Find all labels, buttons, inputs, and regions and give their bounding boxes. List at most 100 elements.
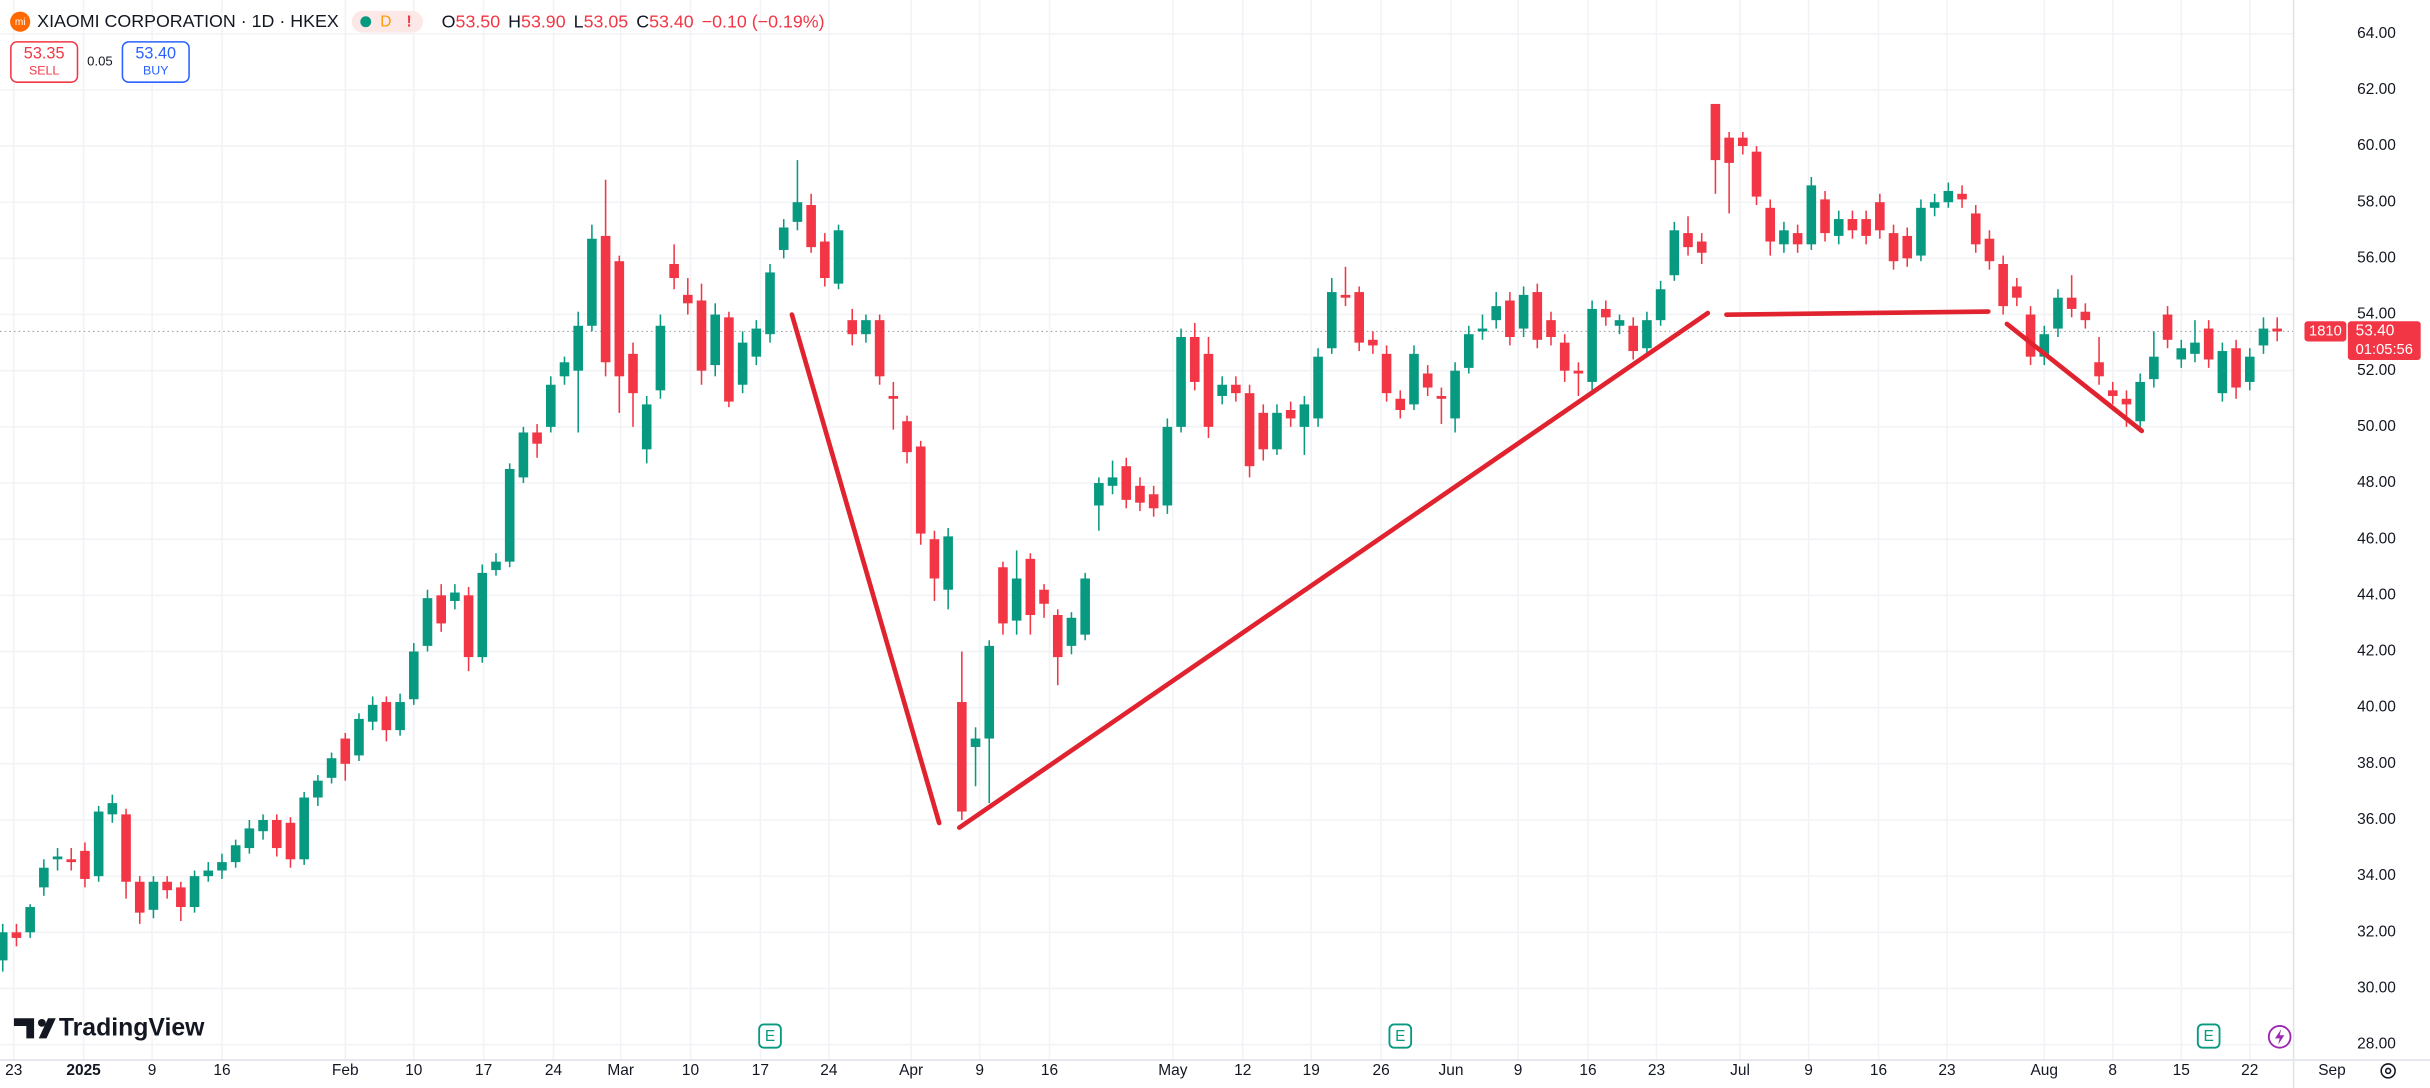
candle-body (2080, 311, 2091, 321)
candle-body (1244, 393, 1255, 467)
y-tick-label: 36.00 (2357, 811, 2396, 828)
candle-body (546, 384, 556, 427)
x-tick-label: 23 (1648, 1062, 1665, 1079)
candle-body (1861, 219, 1871, 236)
candle-body (1176, 337, 1186, 427)
candle-body (80, 850, 90, 879)
candle-body (915, 446, 926, 534)
status-pill[interactable] (351, 10, 424, 33)
x-tick-label: 22 (2241, 1062, 2258, 1079)
candle-body (1272, 412, 1282, 450)
candle-body (244, 828, 255, 849)
candle-body (1957, 193, 1967, 200)
candle-body (874, 320, 885, 377)
candle-body (1231, 384, 1241, 394)
candle-body (2176, 348, 2187, 360)
candle-body (52, 856, 63, 860)
sell-price: 53.35 (24, 45, 65, 63)
candle-body (1902, 235, 1913, 259)
x-tick-label: Jun (1438, 1062, 1463, 1079)
ohlc-label: O (442, 11, 456, 31)
candle-body (2217, 351, 2228, 394)
candle-body (655, 325, 666, 391)
candle-body (1368, 339, 1378, 346)
brand-logo (13, 1018, 56, 1039)
candle-body (1107, 477, 1118, 486)
ohlc-legend: O53.50 H53.90 L53.05 C53.40 −0.10 (−0.19… (442, 11, 825, 31)
y-tick-label: 30.00 (2357, 980, 2396, 997)
candle-body (1285, 410, 1296, 419)
candle-body (1820, 199, 1830, 234)
event-marker (758, 1023, 782, 1049)
candle-body (1655, 289, 1666, 321)
y-tick-label: 62.00 (2357, 81, 2396, 98)
buy-price: 53.40 (135, 45, 176, 63)
candle-body (1354, 292, 1364, 343)
x-tick-label: 16 (213, 1062, 230, 1079)
ohlc-value: 53.50 (456, 11, 501, 31)
ohlc-label: L (574, 11, 584, 31)
x-tick-label: 16 (1579, 1062, 1596, 1079)
x-tick-label: 15 (2173, 1062, 2190, 1079)
sell-button[interactable] (10, 41, 79, 83)
candle-body (1381, 353, 1392, 394)
candle-body (1779, 230, 1789, 245)
candle-body (1724, 137, 1734, 163)
candle-body (354, 718, 364, 756)
y-tick-label: 64.00 (2357, 25, 2396, 42)
candle-body (1738, 137, 1748, 147)
candle-body (230, 845, 241, 863)
event-label: E (2204, 1028, 2214, 1045)
candle-body (1039, 589, 1049, 604)
candle-body (984, 645, 995, 739)
x-tick-label: Aug (2030, 1062, 2058, 1079)
candle-body (1094, 483, 1104, 506)
candle-body (66, 859, 77, 863)
interval-badge: D (380, 14, 391, 31)
candle-body (93, 811, 104, 877)
candle-body (107, 803, 118, 815)
settings-icon[interactable] (2380, 1063, 2396, 1079)
candle-body (504, 468, 515, 562)
settings-icon-center (2384, 1067, 2392, 1075)
candle-body (1121, 466, 1132, 500)
candle-body (1984, 238, 1995, 262)
candle-body (1340, 294, 1351, 298)
y-tick-label: 54.00 (2357, 306, 2396, 323)
candle-body (285, 822, 296, 860)
candle-body (203, 870, 214, 877)
candle-body (2149, 356, 2159, 380)
candle-body (25, 907, 35, 933)
candle-body (1326, 292, 1337, 349)
candle-body (1888, 233, 1899, 262)
candle-body (628, 353, 638, 394)
x-tick-label: 8 (2108, 1062, 2117, 1079)
candle-body (683, 294, 693, 304)
candle-body (2258, 328, 2269, 346)
candle-body (1189, 337, 1200, 382)
ohlc-value: 53.05 (584, 11, 629, 31)
candle-body (367, 704, 378, 722)
y-tick-label: 44.00 (2357, 586, 2396, 603)
x-tick-label: 24 (820, 1062, 838, 1079)
candle-body (491, 561, 501, 571)
candle-body (1751, 151, 1762, 197)
trend-line (956, 310, 1711, 830)
x-tick-label: 9 (1804, 1062, 1813, 1079)
candle-body (1011, 578, 1022, 621)
candle-body (148, 881, 159, 910)
candle-body (1683, 233, 1693, 248)
candle-body (1669, 230, 1680, 276)
buy-button[interactable] (121, 41, 190, 83)
alert-badge: ! (407, 14, 412, 31)
ohlc-label: H (508, 11, 521, 31)
candle-body (2135, 381, 2145, 422)
brand: TradingView (59, 1015, 205, 1042)
candle-body (1847, 219, 1858, 231)
event-label: E (765, 1028, 775, 1045)
buy-label: BUY (143, 64, 168, 78)
x-tick-label: 26 (1372, 1062, 1389, 1079)
